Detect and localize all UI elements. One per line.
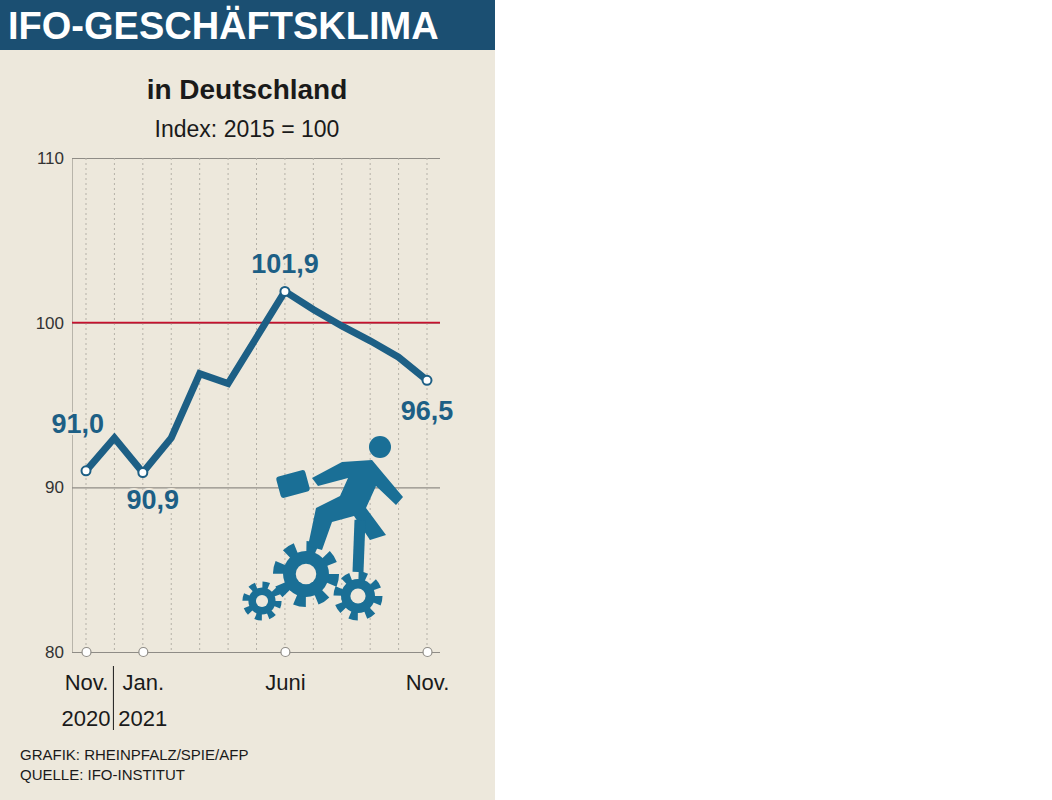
- panel-background: [0, 0, 495, 800]
- data-marker: [138, 468, 147, 477]
- x-grid-line: [370, 158, 371, 652]
- year-separator: [113, 666, 114, 730]
- x-grid-line: [86, 158, 87, 652]
- icon-gear-teeth: [338, 576, 378, 616]
- icon: [246, 436, 403, 617]
- plot-area: [82, 287, 432, 477]
- data-label: 90,9: [127, 485, 180, 515]
- x-grid: [86, 158, 427, 652]
- x-tick-dot: [423, 648, 432, 657]
- x-sublabel: 2020: [62, 706, 111, 731]
- icon-gear-hole: [256, 595, 268, 607]
- source: GRAFIK: RHEINPFALZ/SPIE/AFP QUELLE: IFO-I…: [20, 746, 248, 783]
- y-tick: 110: [37, 149, 440, 168]
- data-label: 91,0: [51, 409, 104, 439]
- icon-gear-body: [248, 587, 275, 614]
- data-marker: [280, 287, 289, 296]
- icon-head: [369, 436, 391, 458]
- x-grid-line: [256, 158, 257, 652]
- y-tick-label: 80: [45, 643, 64, 662]
- x-tick-label: Nov.: [65, 670, 109, 695]
- y-tick: 100: [36, 314, 440, 333]
- icon-gear-teeth: [279, 547, 333, 601]
- x-sublabels: 2020 2021: [62, 666, 168, 731]
- x-tick-label: Nov.: [406, 670, 450, 695]
- data-label: 96,5: [401, 396, 454, 426]
- y-axis-line: [73, 159, 441, 653]
- icon-leg: [358, 520, 360, 572]
- y-tick-label: 110: [37, 149, 64, 168]
- x-tick: Juni: [265, 648, 305, 695]
- x-tick-label: Juni: [265, 670, 305, 695]
- data-label: 101,9: [251, 249, 319, 279]
- title: in Deutschland: [147, 74, 348, 105]
- data-line: [86, 291, 427, 472]
- y-axis: 80 90 100 110: [36, 149, 440, 662]
- icon-gear: [338, 576, 378, 616]
- icon-gear: [246, 585, 278, 617]
- icon-gear-teeth: [246, 585, 278, 617]
- subtitle: Index: 2015 = 100: [155, 116, 340, 142]
- x-grid-line: [114, 158, 115, 652]
- header-bar: [0, 0, 495, 50]
- x-grid-line: [199, 158, 200, 652]
- header: IFO-GESCHÄFTSKLIMA: [8, 5, 439, 47]
- x-tick: Nov.: [406, 648, 450, 695]
- x-tick: Nov.: [65, 648, 109, 695]
- icon-briefcase: [276, 469, 311, 498]
- data-marker: [82, 466, 91, 475]
- x-tick: Jan.: [123, 648, 165, 695]
- source-line: QUELLE: IFO-INSTITUT: [20, 766, 185, 783]
- x-axis: Nov. Jan. Juni Nov.: [65, 648, 450, 695]
- icon-gear-hole: [350, 588, 365, 603]
- x-sublabel: 2021: [118, 706, 167, 731]
- icon-gear-body: [341, 579, 375, 613]
- x-grid-line: [398, 158, 399, 652]
- data-labels: 91,0 90,9 101,9 96,5: [51, 249, 453, 514]
- chart-root: IFO-GESCHÄFTSKLIMA in Deutschland Index: 2…: [0, 0, 1052, 800]
- x-tick-dot: [281, 648, 290, 657]
- icon-gear: [279, 547, 333, 601]
- y-tick: 80: [45, 643, 440, 662]
- icon-gear-hole: [296, 564, 317, 585]
- y-grid-line: [72, 652, 440, 653]
- y-tick-label: 90: [45, 478, 64, 497]
- x-tick-dot: [82, 648, 91, 657]
- x-grid-line: [228, 158, 229, 652]
- y-tick-label: 100: [36, 314, 64, 333]
- source-line: GRAFIK: RHEINPFALZ/SPIE/AFP: [20, 746, 248, 763]
- x-grid-line: [142, 158, 143, 652]
- x-axis-line: [87, 652, 428, 653]
- x-tick-dot: [139, 648, 148, 657]
- reference-line: [72, 322, 440, 324]
- x-grid-line: [171, 158, 172, 652]
- page-background: [0, 0, 1052, 800]
- data-marker: [423, 376, 432, 385]
- x-tick-label: Jan.: [123, 670, 165, 695]
- icon-gear-body: [283, 551, 329, 597]
